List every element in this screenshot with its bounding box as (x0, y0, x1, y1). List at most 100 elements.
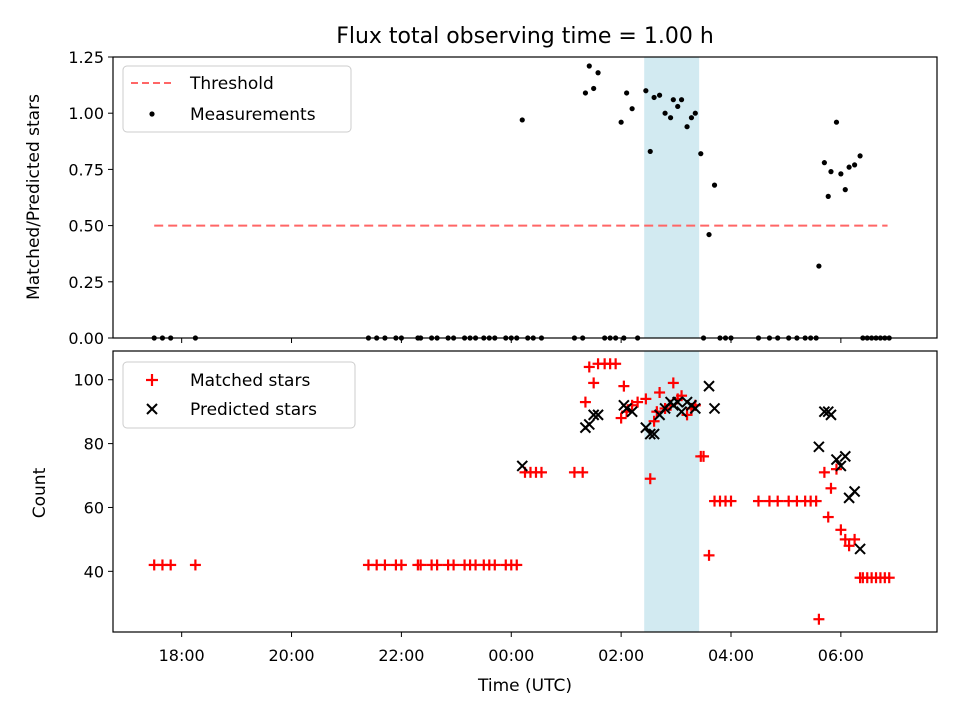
bottom-shaded-span (644, 351, 700, 632)
x-tick-label: 04:00 (708, 646, 754, 665)
measurement-point (582, 90, 589, 96)
matched-star-point (579, 396, 591, 408)
measurement-point (852, 162, 858, 168)
measurement-point (624, 90, 630, 96)
matched-star-point (615, 412, 627, 424)
matched-star-point (395, 559, 407, 571)
measurement-point (670, 97, 676, 103)
predicted-star-point (830, 453, 843, 466)
measurement-point (688, 115, 695, 121)
top-y-tick-label: 1.25 (68, 48, 104, 67)
measurement-point (675, 103, 681, 110)
bottom-panel: 40 60 80 100 18:00 20:00 22:00 00:00 02:00 04:00… (30, 350, 938, 696)
predicted-star-point (818, 405, 831, 418)
top-y-axis-label: Matched/Predicted stars (24, 94, 44, 300)
matched-star-point (667, 377, 679, 389)
matched-star-point (648, 415, 660, 427)
matched-star-point (448, 559, 460, 571)
predicted-star-point (583, 418, 595, 431)
legend-predicted-swatch (146, 403, 158, 415)
measurement-point (692, 110, 698, 116)
measurement-point (667, 115, 674, 121)
x-tick-label: 18:00 (159, 646, 205, 665)
predicted-star-point (703, 380, 715, 392)
predicted-star-point (839, 450, 851, 463)
measurement-point (857, 153, 863, 159)
chart-title: Flux total observing time = 1.00 h (336, 24, 714, 49)
legend-predicted-label: Predicted stars (190, 400, 317, 420)
predicted-star-point (835, 460, 847, 472)
predicted-star-point (626, 405, 638, 418)
measurement-point (706, 231, 712, 238)
measurement-point (591, 85, 597, 92)
matched-star-point (883, 572, 895, 584)
matched-star-point (610, 358, 622, 370)
top-y-tick-label: 0.50 (68, 217, 104, 236)
matched-star-point (535, 466, 547, 478)
bottom-y-tick-label: 100 (73, 371, 104, 390)
top-y-tick-label: 0.25 (68, 273, 104, 292)
matched-star-point (752, 495, 764, 507)
measurement-point (651, 94, 657, 101)
matched-star-point (843, 540, 855, 552)
measurement-point (519, 117, 525, 123)
matched-star-point (810, 495, 822, 507)
measurement-point (698, 151, 704, 157)
matched-star-point (835, 524, 847, 536)
predicted-star-point (620, 402, 633, 415)
predicted-star-point (648, 428, 660, 440)
predicted-star-point (689, 402, 702, 415)
predicted-star-point (848, 485, 861, 498)
measurement-point (595, 70, 601, 76)
x-axis-label: Time (UTC) (477, 676, 572, 696)
legend-threshold-label: Threshold (189, 74, 274, 94)
matched-star-point (703, 549, 715, 561)
measurement-point (684, 124, 690, 130)
bottom-y-tick-label: 60 (84, 498, 104, 517)
predicted-star-point (644, 428, 656, 440)
matched-star-point (189, 559, 201, 571)
measurement-point (586, 63, 592, 69)
matched-star-point (839, 533, 851, 545)
x-tick-label: 22:00 (378, 646, 424, 665)
bottom-legend-box (122, 361, 356, 429)
x-tick-label: 06:00 (818, 646, 864, 665)
measurement-point (647, 148, 653, 155)
predicted-star-point (516, 460, 528, 472)
measurement-point (656, 92, 663, 98)
predicted-star-point (854, 543, 866, 555)
predicted-star-point (672, 396, 684, 408)
matched-star-point (511, 559, 523, 571)
matched-star-point (640, 393, 652, 405)
measurement-point (825, 193, 831, 199)
matched-star-point (577, 466, 589, 478)
legend-measurements-swatch (149, 111, 155, 117)
predicted-star-point (640, 421, 652, 434)
matched-star-point (618, 380, 630, 392)
measurement-point (828, 169, 834, 175)
matched-star-point (632, 396, 644, 408)
top-plot-frame (112, 56, 938, 339)
matched-star-point (431, 559, 443, 571)
matched-star-point (698, 450, 710, 462)
bottom-plot-frame (112, 350, 938, 633)
predicted-star-point (592, 409, 604, 421)
matched-star-point (818, 466, 830, 478)
matched-star-point (849, 533, 861, 545)
legend-measurements-label: Measurements (190, 105, 316, 125)
predicted-star-point (708, 402, 721, 415)
measurement-point (643, 88, 649, 94)
matched-star-point (165, 559, 177, 571)
measurement-point (846, 164, 852, 170)
matched-star-point (813, 613, 825, 625)
bottom-y-axis-label: Count (30, 467, 50, 518)
x-tick-label: 00:00 (488, 646, 534, 665)
measurement-point (678, 97, 685, 103)
measurement-point (618, 119, 624, 125)
measurement-point (662, 110, 668, 116)
legend-matched-label: Matched stars (190, 371, 310, 391)
predicted-star-point (675, 405, 688, 418)
measurement-point (838, 171, 844, 177)
matched-star-point (822, 511, 834, 523)
